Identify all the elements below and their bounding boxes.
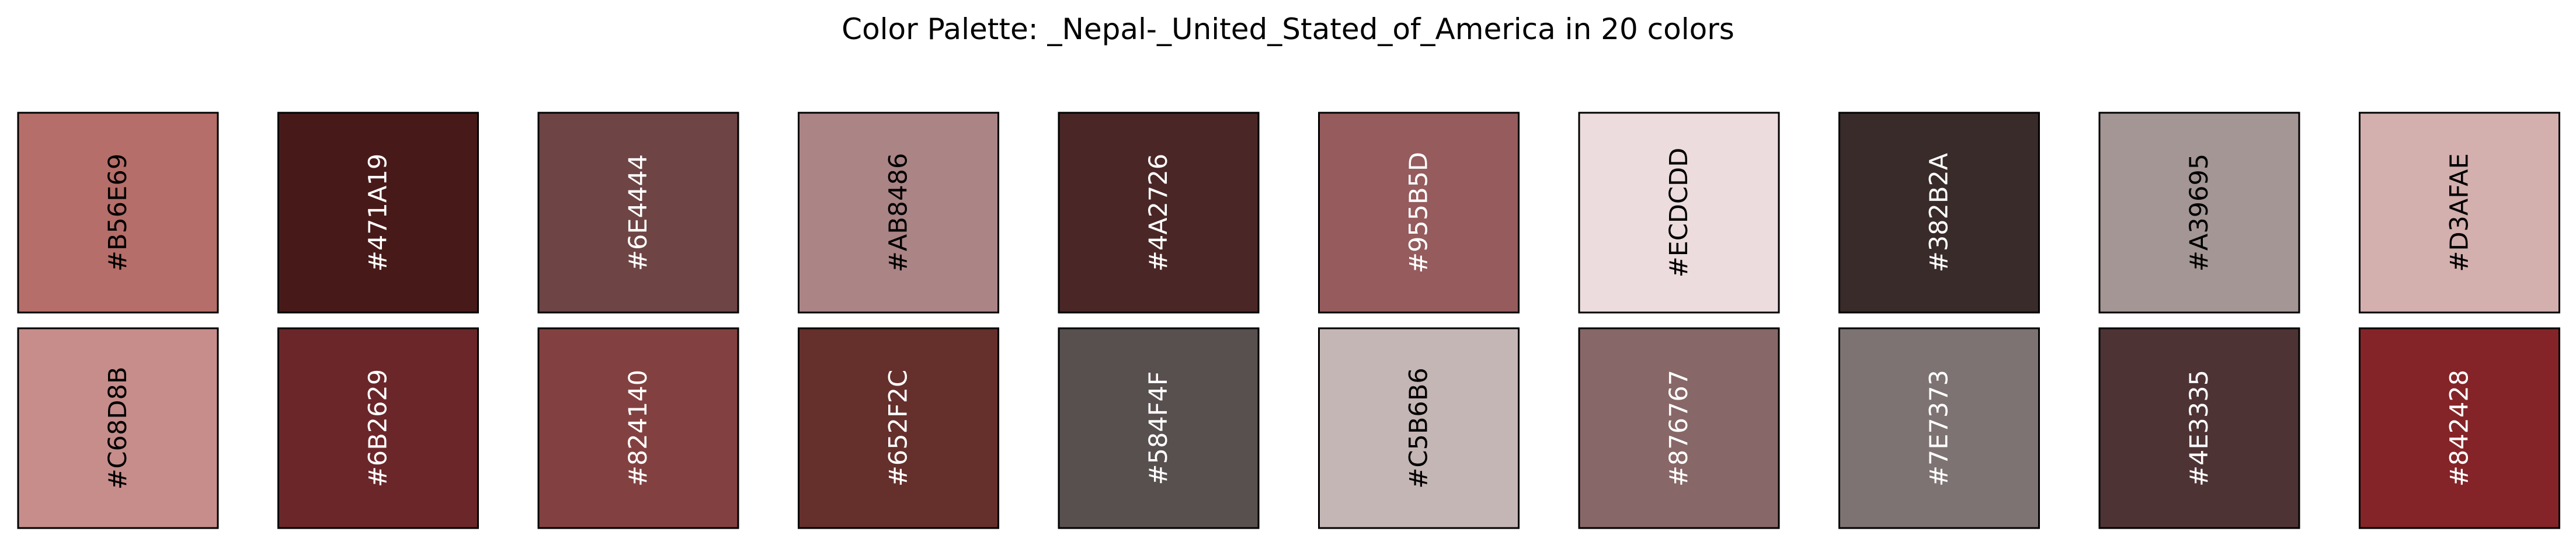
swatch-hex-label: #824140 — [624, 370, 653, 487]
swatch-rect — [1578, 112, 1780, 314]
color-swatch: #C68D8B — [17, 327, 219, 529]
color-swatch: #876767 — [1578, 327, 1780, 529]
color-swatch: #824140 — [537, 327, 739, 529]
swatch-hex-label: #C68D8B — [103, 367, 133, 490]
swatch-hex-label: #ECDCDD — [1664, 148, 1694, 278]
swatch-hex-label: #6B2629 — [364, 369, 393, 487]
color-swatch: #471A19 — [277, 112, 479, 314]
swatch-rect — [1838, 327, 2040, 529]
swatch-hex-label: #955B5D — [1405, 152, 1434, 273]
swatch-rect — [277, 112, 479, 314]
swatch-hex-label: #D3AFAE — [2445, 153, 2474, 272]
color-swatch: #955B5D — [1318, 112, 1520, 314]
color-swatch: #ECDCDD — [1578, 112, 1780, 314]
color-swatch: #D3AFAE — [2359, 112, 2560, 314]
swatch-hex-label: #382B2A — [1925, 152, 1954, 272]
color-swatch: #B56E69 — [17, 112, 219, 314]
swatch-rect — [2098, 112, 2300, 314]
color-swatch: #A39695 — [2098, 112, 2300, 314]
swatch-hex-label: #4A2726 — [1144, 154, 1173, 272]
swatch-hex-label: #B56E69 — [103, 154, 133, 272]
color-swatch: #4A2726 — [1058, 112, 1260, 314]
chart-title: Color Palette: _Nepal-_United_Stated_of_… — [842, 12, 1734, 46]
swatch-rect — [798, 112, 999, 314]
color-swatch: #4E3335 — [2098, 327, 2300, 529]
swatch-rect — [537, 327, 739, 529]
color-swatch: #AB8486 — [798, 112, 999, 314]
swatch-rect — [277, 327, 479, 529]
swatch-rect — [1838, 112, 2040, 314]
swatch-rect — [1318, 112, 1520, 314]
swatch-rect — [1058, 112, 1260, 314]
color-swatch: #6B2629 — [277, 327, 479, 529]
swatch-hex-label: #842428 — [2445, 370, 2474, 487]
swatch-hex-label: #471A19 — [364, 154, 393, 272]
swatch-hex-label: #876767 — [1664, 370, 1694, 487]
swatch-hex-label: #584F4F — [1144, 372, 1173, 485]
swatch-rect — [2359, 327, 2560, 529]
color-swatch: #842428 — [2359, 327, 2560, 529]
swatch-hex-label: #AB8486 — [884, 153, 913, 272]
color-swatch: #C5B6B6 — [1318, 327, 1520, 529]
color-swatch: #652F2C — [798, 327, 999, 529]
swatch-rect — [17, 327, 219, 529]
color-swatch: #7E7373 — [1838, 327, 2040, 529]
color-swatch: #382B2A — [1838, 112, 2040, 314]
swatch-rect — [1058, 327, 1260, 529]
swatch-hex-label: #A39695 — [2185, 154, 2214, 272]
swatch-rect — [1578, 327, 1780, 529]
swatch-hex-label: #6E4444 — [624, 154, 653, 271]
color-swatch: #6E4444 — [537, 112, 739, 314]
swatch-hex-label: #4E3335 — [2185, 370, 2214, 487]
swatch-rect — [798, 327, 999, 529]
swatch-rect — [17, 112, 219, 314]
swatch-rect — [1318, 327, 1520, 529]
swatch-hex-label: #7E7373 — [1925, 370, 1954, 487]
swatch-rect — [537, 112, 739, 314]
swatch-rect — [2359, 112, 2560, 314]
color-swatch: #584F4F — [1058, 327, 1260, 529]
swatch-rect — [2098, 327, 2300, 529]
swatch-hex-label: #652F2C — [884, 370, 913, 487]
swatch-hex-label: #C5B6B6 — [1405, 367, 1434, 488]
